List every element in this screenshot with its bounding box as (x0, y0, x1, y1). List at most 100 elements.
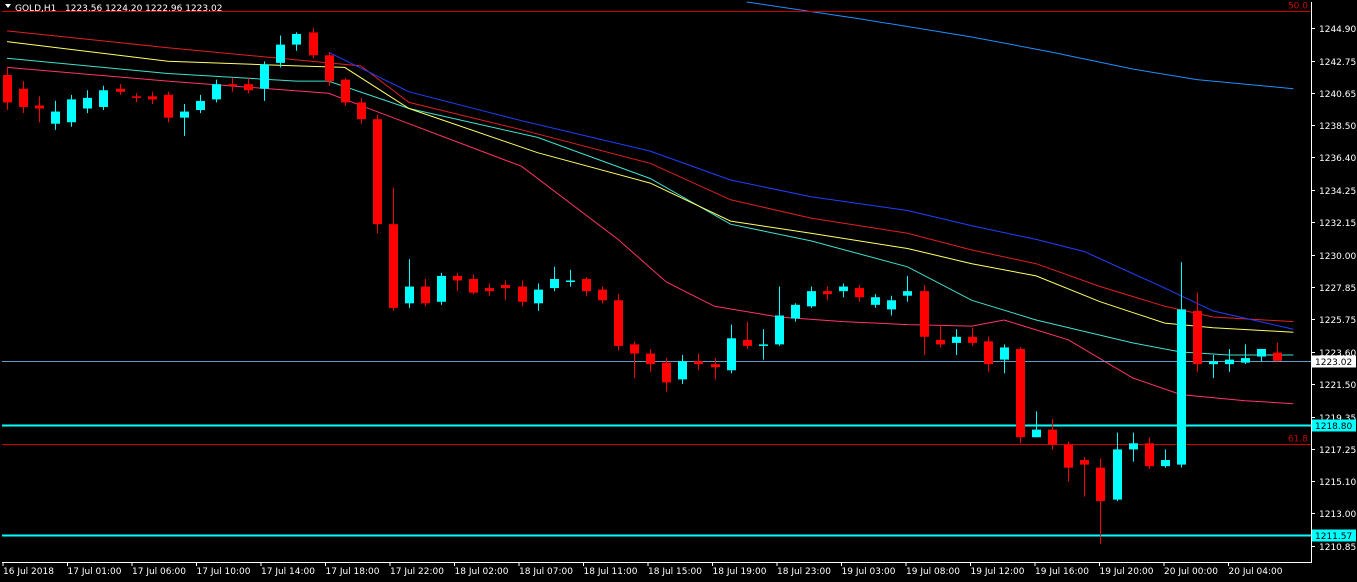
candle-body (1273, 352, 1282, 361)
candle-body (437, 275, 446, 302)
candle-body (148, 96, 157, 100)
candle-body (743, 339, 752, 346)
candle-11 (180, 103, 189, 136)
candle-61 (984, 336, 993, 372)
candle-70 (1129, 432, 1138, 462)
candle-body (887, 300, 896, 310)
candle-76 (1225, 348, 1234, 372)
candle-51 (823, 286, 832, 301)
candle-body (1129, 443, 1138, 450)
moving-average-ma_red (6, 30, 1294, 323)
candle-63 (1016, 347, 1025, 444)
candle-25 (405, 259, 414, 308)
candle-0 (3, 67, 12, 111)
candle-body (598, 289, 607, 301)
candle-body (534, 289, 543, 304)
candle-12 (196, 94, 205, 114)
candle-45 (727, 324, 736, 374)
candle-20 (325, 52, 334, 86)
dropdown-triangle-icon[interactable] (5, 4, 11, 8)
candle-body (292, 33, 301, 45)
candle-body (1096, 467, 1105, 502)
candle-68 (1096, 458, 1105, 544)
candle-body (678, 361, 687, 380)
candle-body (1113, 449, 1122, 500)
candle-37 (598, 286, 607, 304)
candle-body (1016, 348, 1025, 438)
candle-21 (341, 78, 350, 106)
price-tick-label: 1240.65 (1319, 90, 1356, 100)
axes (2, 2, 1312, 563)
candle-body (164, 94, 173, 118)
fib-level-label-0: 50.0 (1288, 2, 1308, 12)
candle-body (662, 362, 671, 383)
candle-body (711, 364, 720, 368)
candle-body (309, 32, 318, 56)
candle-body (1257, 348, 1266, 357)
candle-31 (501, 280, 510, 301)
candle-body (630, 344, 639, 354)
candle-23 (373, 114, 382, 234)
time-tick-label: 18 Jul 19:00 (713, 567, 767, 577)
candle-15 (244, 78, 253, 94)
candle-body (1000, 347, 1009, 360)
moving-averages (6, 1, 1294, 405)
candle-body (51, 111, 60, 124)
candle-66 (1064, 441, 1073, 482)
time-axis-ticks: 16 Jul 2018 17 Jul 01:00 17 Jul 06:00 17 Ju… (2, 562, 1283, 577)
candle-39 (630, 341, 639, 378)
candle-body (180, 111, 189, 118)
price-tick-label: 1219.35 (1319, 414, 1356, 424)
price-tag-box-4 (1312, 355, 1356, 368)
candle-body (903, 291, 912, 296)
candle-body (325, 55, 334, 82)
candles (3, 27, 1282, 544)
candle-49 (791, 303, 800, 322)
candle-body (582, 278, 591, 292)
candle-55 (887, 295, 896, 316)
candle-body (855, 288, 864, 298)
candle-body (373, 119, 382, 225)
hline-labels: 50.0 1218.80 61.8 1211.57 1223.02 (1288, 2, 1356, 542)
candle-body (694, 361, 703, 365)
candle-74 (1193, 292, 1202, 372)
candle-body (968, 336, 977, 343)
price-tick-label: 1213.00 (1319, 510, 1356, 520)
fib-level-label-2: 61.8 (1288, 435, 1308, 445)
candle-body (357, 102, 366, 120)
price-tick-label: 1217.25 (1319, 446, 1356, 456)
candle-body (614, 300, 623, 346)
candle-14 (228, 78, 237, 92)
moving-average-ma_fast (6, 66, 1294, 405)
candle-64 (1032, 411, 1041, 438)
candle-body (727, 338, 736, 371)
price-tick-label: 1223.60 (1319, 349, 1356, 359)
candle-10 (164, 91, 173, 123)
time-tick-label: 17 Jul 01:00 (68, 567, 122, 577)
candle-56 (903, 275, 912, 302)
candle-body (1225, 359, 1234, 365)
candle-body (1241, 358, 1250, 363)
candle-body (839, 286, 848, 292)
candle-36 (582, 277, 591, 296)
candle-43 (694, 353, 703, 371)
candle-33 (534, 283, 543, 311)
time-tick-label: 19 Jul 08:00 (906, 567, 960, 577)
candle-7 (116, 84, 125, 95)
candle-48 (775, 286, 784, 346)
candle-57 (920, 285, 929, 356)
moving-average-ma_cyan (6, 57, 1294, 356)
moving-average-ma_blue (328, 51, 1294, 330)
moving-average-ma_yellow (6, 41, 1294, 333)
candle-body (791, 304, 800, 319)
candle-body (3, 75, 12, 103)
candle-body (984, 341, 993, 365)
time-tick-label: 18 Jul 11:00 (584, 567, 638, 577)
candle-40 (646, 348, 655, 372)
time-tick-label: 17 Jul 06:00 (132, 567, 186, 577)
candle-72 (1161, 449, 1170, 468)
candle-body (871, 297, 880, 305)
candle-79 (1273, 342, 1282, 362)
candle-body (1064, 444, 1073, 468)
